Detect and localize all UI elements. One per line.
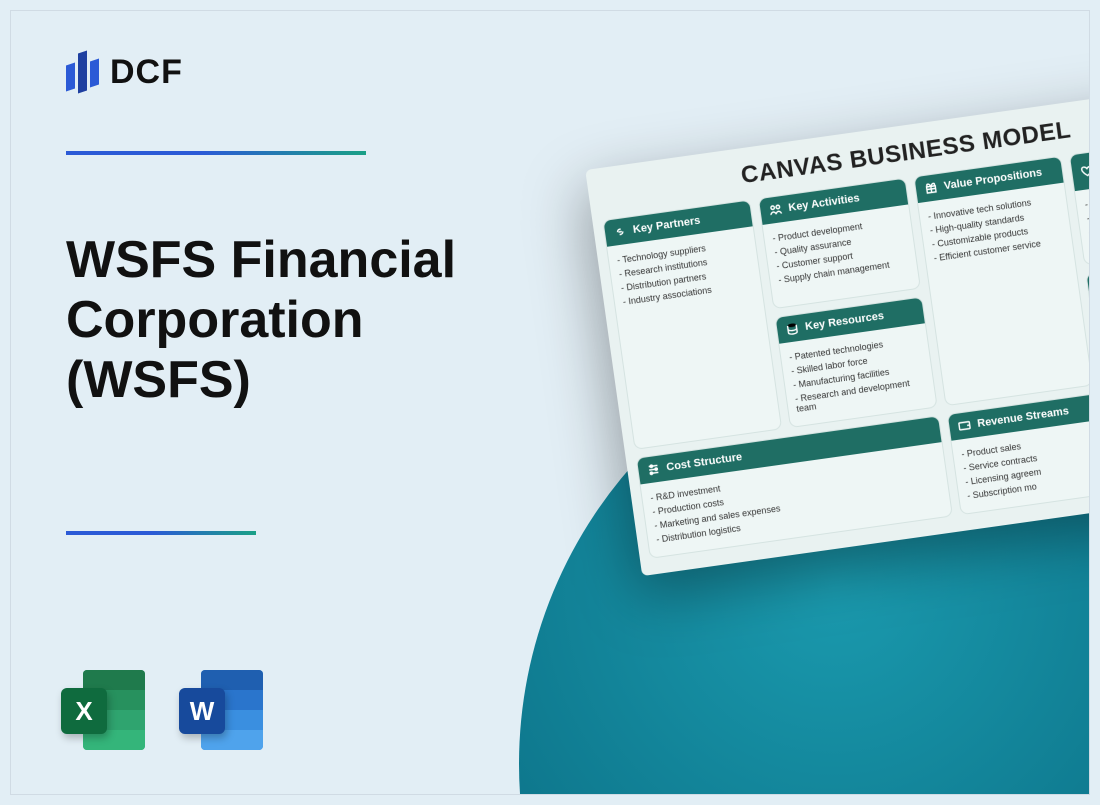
- card-title: Key Activities: [788, 192, 861, 214]
- divider-top: [66, 151, 366, 155]
- excel-icon: X: [61, 666, 149, 754]
- people-icon: [768, 202, 784, 218]
- word-badge: W: [179, 688, 225, 734]
- word-icon: W: [179, 666, 267, 754]
- page-title: WSFS Financial Corporation (WSFS): [66, 231, 536, 410]
- divider-bottom: [66, 531, 256, 535]
- card-key-resources: Key Resources Patented technologiesSkill…: [775, 296, 938, 428]
- brand-logo: DCF: [66, 46, 183, 98]
- wallet-icon: [957, 418, 973, 434]
- excel-badge: X: [61, 688, 107, 734]
- card-value-propositions: Value Propositions Innovative tech solut…: [913, 156, 1090, 406]
- heart-icon: [1079, 163, 1090, 179]
- stage: DCF WSFS Financial Corporation (WSFS) X …: [10, 10, 1090, 795]
- canvas-board-wrap: CANVAS BUSINESS MODEL Key Partners Techn…: [585, 81, 1090, 576]
- file-type-icons: X W: [61, 666, 267, 754]
- gift-icon: [923, 180, 939, 196]
- link-icon: [612, 224, 628, 240]
- logo-text: DCF: [110, 53, 183, 92]
- card-key-partners: Key Partners Technology suppliersResearc…: [602, 199, 782, 449]
- card-title: Key Partners: [632, 215, 701, 236]
- sliders-icon: [646, 462, 662, 478]
- card-title: Cost Structure: [666, 451, 743, 474]
- card-key-activities: Key Activities Product developmentQualit…: [758, 178, 921, 310]
- canvas-board: CANVAS BUSINESS MODEL Key Partners Techn…: [585, 81, 1090, 576]
- logo-mark-icon: [66, 46, 100, 98]
- database-icon: [784, 321, 800, 337]
- card-title: Key Resources: [804, 310, 884, 333]
